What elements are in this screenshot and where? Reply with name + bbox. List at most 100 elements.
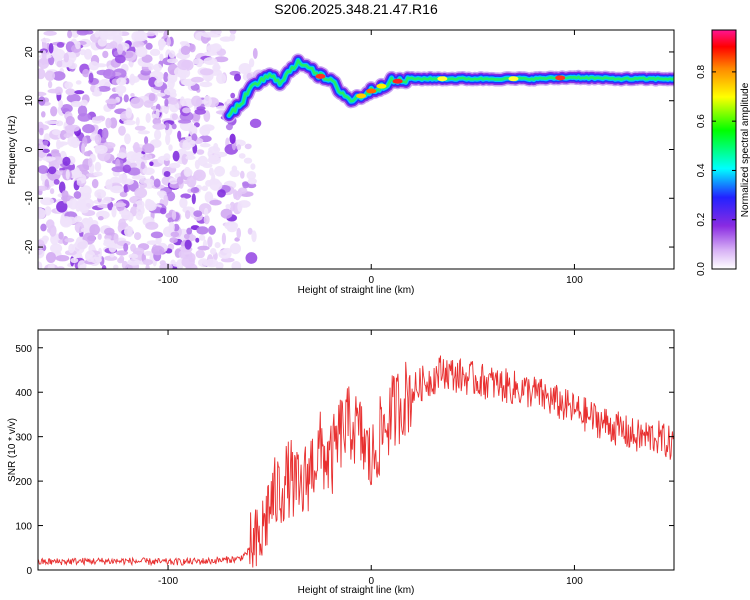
noise-blob	[55, 255, 70, 262]
noise-blob	[145, 42, 153, 50]
noise-blob	[44, 206, 52, 216]
noise-blob	[67, 62, 78, 70]
noise-blob	[87, 157, 93, 168]
noise-blob	[148, 93, 156, 102]
noise-blob	[109, 41, 118, 49]
noise-blob	[151, 113, 157, 119]
spectrogram-y-label: Frequency (Hz)	[7, 116, 18, 185]
noise-blob	[234, 73, 241, 82]
noise-blob	[83, 30, 94, 35]
noise-blob	[191, 112, 201, 122]
noise-blob	[238, 63, 252, 75]
noise-blob	[49, 188, 55, 195]
noise-blob	[132, 41, 145, 48]
noise-blob	[229, 201, 236, 212]
noise-blob	[125, 107, 133, 119]
noise-blob	[74, 90, 85, 95]
ridge-peak	[555, 75, 566, 81]
noise-blob	[168, 162, 181, 169]
y-tick-label: 10	[24, 95, 35, 107]
noise-blob	[245, 252, 258, 264]
noise-blob	[242, 182, 250, 189]
noise-blob	[38, 165, 49, 174]
noise-blob	[111, 206, 117, 218]
noise-blob	[75, 41, 81, 50]
noise-blob	[209, 157, 218, 164]
noise-blob	[118, 218, 127, 229]
colorbar-tick-label: 0.6	[696, 114, 707, 128]
noise-blob	[216, 73, 227, 84]
noise-blob	[181, 256, 195, 268]
noise-blob	[82, 124, 95, 134]
noise-blob	[44, 120, 59, 125]
noise-blob	[130, 97, 144, 109]
noise-blob	[109, 117, 118, 129]
noise-blob	[58, 231, 64, 240]
noise-blob	[234, 190, 241, 201]
x-tick-label: 100	[566, 275, 583, 286]
noise-blob	[172, 262, 181, 267]
noise-blob	[208, 167, 214, 176]
noise-blob	[149, 161, 154, 167]
noise-blob	[180, 72, 187, 85]
noise-blob	[137, 130, 150, 135]
noise-blob	[166, 191, 176, 202]
noise-blob	[229, 30, 237, 35]
noise-blob	[47, 263, 55, 269]
noise-blob	[193, 169, 206, 182]
noise-blob	[102, 196, 112, 204]
noise-blob	[62, 156, 71, 166]
noise-blob	[201, 32, 215, 38]
noise-blob	[166, 37, 171, 47]
noise-blob	[185, 210, 191, 220]
noise-blob	[203, 207, 209, 216]
noise-blob	[251, 230, 257, 243]
noise-blob	[50, 234, 59, 245]
noise-blob	[76, 180, 82, 186]
noise-blob	[56, 201, 68, 213]
noise-blob	[193, 187, 199, 192]
noise-blob	[171, 210, 177, 221]
spectrogram-x-label: Height of straight line (km)	[298, 285, 415, 296]
noise-blob	[156, 92, 166, 97]
noise-blob	[90, 256, 103, 264]
y-tick-label: 200	[15, 477, 32, 488]
noise-blob	[229, 243, 241, 255]
noise-blob	[128, 61, 134, 67]
noise-blob	[225, 204, 231, 209]
colorbar-ticks: 0.0 0.2 0.4 0.6 0.8	[696, 64, 736, 276]
noise-blob	[113, 264, 119, 269]
noise-blob	[151, 245, 165, 256]
noise-blob	[132, 247, 145, 255]
noise-blob	[168, 177, 179, 185]
noise-blob	[226, 98, 231, 105]
snr-series-line	[38, 355, 674, 568]
noise-blob	[134, 232, 142, 241]
noise-blob	[120, 178, 134, 186]
noise-blob	[109, 176, 121, 185]
noise-blob	[145, 263, 150, 269]
noise-blob	[203, 215, 210, 225]
noise-blob	[38, 91, 47, 97]
y-tick-label: 400	[15, 388, 32, 399]
noise-blob	[141, 54, 153, 63]
noise-blob	[200, 143, 211, 148]
noise-blob	[134, 187, 148, 199]
noise-blob	[113, 233, 119, 244]
noise-blob	[214, 242, 221, 249]
noise-blob	[80, 99, 88, 107]
noise-blob	[115, 85, 127, 94]
noise-blob	[182, 139, 196, 148]
noise-blob	[80, 227, 88, 233]
noise-blob	[114, 54, 126, 64]
y-tick-label: -20	[24, 239, 35, 254]
noise-blob	[178, 119, 192, 124]
noise-blob	[42, 50, 47, 62]
noise-blob	[44, 70, 56, 82]
noise-blob	[169, 237, 178, 244]
noise-blob	[184, 168, 193, 177]
noise-blob	[191, 193, 196, 205]
ridge-peak	[508, 76, 519, 82]
noise-blob	[206, 44, 221, 53]
noise-blob	[183, 233, 190, 239]
